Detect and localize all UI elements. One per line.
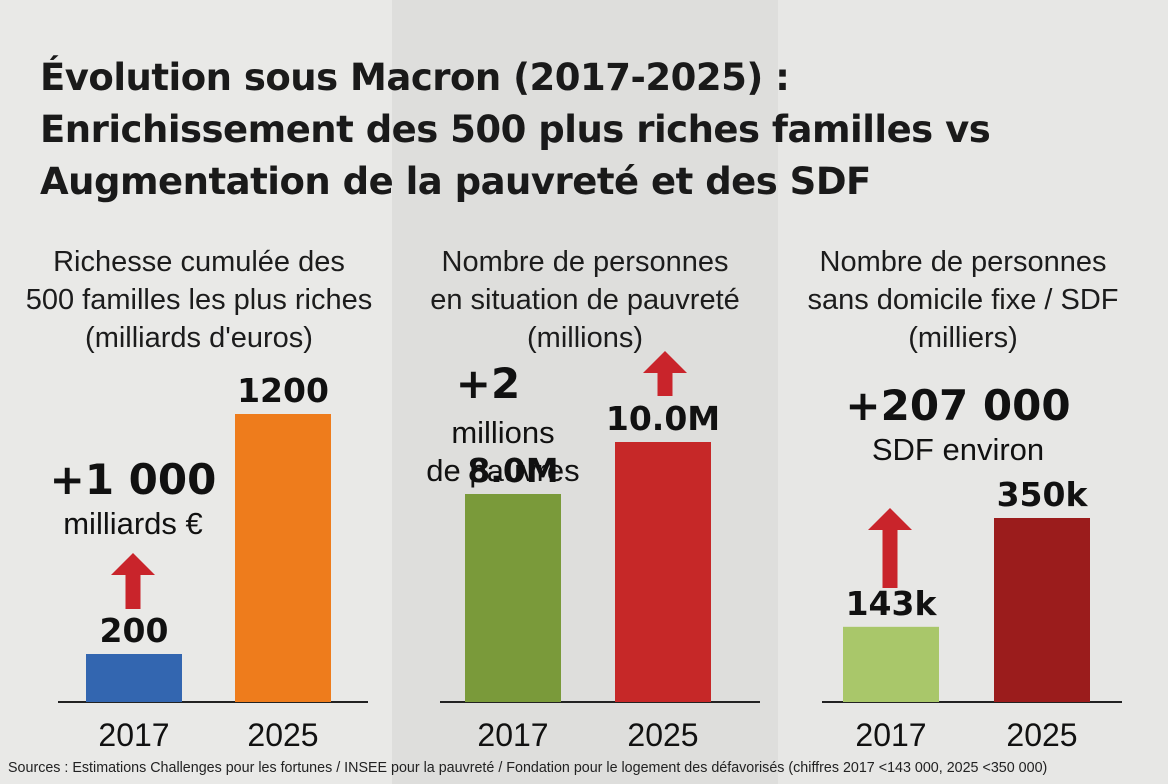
main-title: Évolution sous Macron (2017-2025) : Enri… bbox=[40, 52, 1150, 208]
panel-title-line: (millions) bbox=[527, 322, 643, 354]
x-tick-label: 2017 bbox=[477, 717, 548, 753]
main-title-line: Évolution sous Macron (2017-2025) : bbox=[40, 56, 790, 99]
panel-title-line: Nombre de personnes bbox=[441, 246, 729, 278]
bar-value-label: 8.0M bbox=[467, 451, 558, 490]
panel-title-line: Richesse cumulée des bbox=[53, 246, 345, 278]
increase-annotation-caption: milliards € bbox=[63, 506, 203, 541]
up-arrow-icon bbox=[643, 351, 687, 396]
panel-title-wealth: Richesse cumulée des 500 familles les pl… bbox=[6, 243, 392, 357]
increase-annotation: +2 bbox=[456, 359, 520, 408]
panel-title-line: (milliards d'euros) bbox=[85, 322, 313, 354]
bar-value-label: 143k bbox=[846, 584, 938, 623]
panel-title-line: sans domicile fixe / SDF bbox=[807, 284, 1119, 316]
up-arrow-icon bbox=[868, 508, 912, 588]
up-arrow-icon bbox=[111, 553, 155, 609]
x-tick-label: 2025 bbox=[1006, 717, 1077, 753]
bar-value-label: 1200 bbox=[237, 371, 329, 410]
increase-annotation: +1 000 bbox=[50, 455, 217, 504]
panel-title-line: (milliers) bbox=[908, 322, 1018, 354]
bar-2025 bbox=[235, 414, 331, 702]
panel-title-line: en situation de pauvreté bbox=[430, 284, 740, 316]
x-tick-label: 2025 bbox=[627, 717, 698, 753]
bar-2017 bbox=[86, 654, 182, 702]
bar-2017 bbox=[843, 626, 939, 702]
increase-annotation-caption: SDF environ bbox=[872, 432, 1044, 467]
bar-value-label: 350k bbox=[997, 475, 1089, 514]
main-title-line: Enrichissement des 500 plus riches famil… bbox=[40, 108, 991, 151]
x-tick-label: 2017 bbox=[855, 717, 926, 753]
panel-title-poverty: Nombre de personnes en situation de pauv… bbox=[392, 243, 778, 357]
bar-2025 bbox=[615, 442, 711, 702]
panel-title-line: 500 familles les plus riches bbox=[25, 284, 373, 316]
panel-title-line: Nombre de personnes bbox=[819, 246, 1107, 278]
bar-value-label: 10.0M bbox=[606, 399, 720, 438]
increase-annotation-caption: de pauvres bbox=[426, 453, 579, 488]
increase-annotation: +207 000 bbox=[845, 381, 1070, 430]
increase-annotation-caption: millions bbox=[451, 415, 554, 450]
bar-2025 bbox=[994, 518, 1090, 702]
bar-2017 bbox=[465, 494, 561, 702]
x-tick-label: 2025 bbox=[247, 717, 318, 753]
panel-background-middle bbox=[392, 0, 778, 784]
panel-title-homeless: Nombre de personnes sans domicile fixe /… bbox=[770, 243, 1156, 357]
source-note: Sources : Estimations Challenges pour le… bbox=[8, 760, 1048, 776]
x-tick-label: 2017 bbox=[98, 717, 169, 753]
bar-value-label: 200 bbox=[100, 611, 169, 650]
main-title-line: Augmentation de la pauvreté et des SDF bbox=[40, 160, 871, 203]
